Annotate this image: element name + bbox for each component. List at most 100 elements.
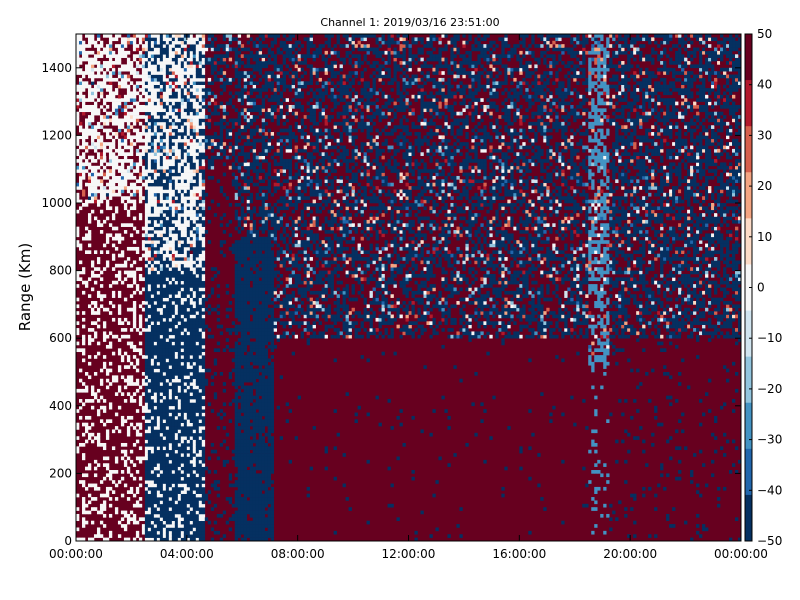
heatmap-cell	[144, 226, 149, 231]
heatmap-cell	[192, 34, 197, 38]
heatmap-cell	[180, 203, 185, 207]
heatmap-cell	[204, 135, 209, 140]
heatmap-cell	[90, 142, 95, 146]
heatmap-cell	[150, 422, 155, 427]
heatmap-cell	[99, 405, 104, 410]
heatmap-cell	[144, 64, 149, 69]
heatmap-cell	[165, 253, 170, 258]
heatmap-cell	[123, 98, 128, 102]
heatmap-cell	[186, 493, 191, 498]
heatmap-cell	[156, 142, 161, 146]
heatmap-cell	[153, 270, 158, 275]
heatmap-cell	[159, 429, 164, 434]
heatmap-cell	[135, 169, 140, 173]
heatmap-cell	[147, 459, 152, 464]
heatmap-cell	[144, 338, 149, 342]
heatmap-cell	[159, 169, 164, 173]
heatmap-cell	[111, 94, 116, 99]
heatmap-cell	[177, 186, 182, 190]
heatmap-cell	[108, 189, 113, 194]
heatmap-cell	[192, 57, 197, 62]
heatmap-cell	[76, 101, 80, 106]
heatmap-cell	[147, 317, 152, 322]
heatmap-cell	[168, 145, 173, 150]
heatmap-cell	[192, 439, 197, 444]
heatmap-cell	[144, 422, 149, 427]
heatmap-cell	[237, 253, 242, 258]
heatmap-cell	[237, 111, 242, 116]
heatmap-cell	[195, 378, 200, 383]
heatmap-cell	[153, 470, 158, 474]
heatmap-cell	[135, 148, 140, 153]
heatmap-cell	[177, 311, 182, 315]
heatmap-cell	[108, 331, 113, 336]
heatmap-cell	[162, 510, 167, 515]
heatmap-cell	[111, 189, 116, 194]
heatmap-cell	[150, 510, 155, 515]
heatmap-cell	[132, 513, 137, 518]
heatmap-cell	[144, 301, 149, 305]
heatmap-cell	[201, 409, 206, 413]
heatmap-cell	[177, 348, 182, 353]
heatmap-cell	[174, 236, 179, 241]
heatmap-cell	[174, 172, 179, 177]
heatmap-cell	[132, 37, 137, 42]
heatmap-cell	[150, 263, 155, 268]
heatmap-cell	[207, 162, 212, 167]
heatmap-cell	[237, 378, 242, 383]
heatmap-cell	[87, 213, 92, 217]
heatmap-cell	[210, 277, 215, 282]
heatmap-cell	[156, 476, 161, 481]
heatmap-cell	[177, 456, 182, 461]
heatmap-cell	[102, 513, 107, 518]
heatmap-cell	[171, 61, 176, 65]
heatmap-cell	[177, 159, 182, 163]
heatmap-cell	[162, 344, 167, 349]
heatmap-cell	[237, 81, 242, 85]
heatmap-cell	[129, 486, 134, 491]
heatmap-cell	[189, 331, 194, 336]
heatmap-cell	[79, 61, 83, 65]
heatmap-cell	[144, 186, 149, 190]
heatmap-cell	[165, 375, 170, 380]
heatmap-cell	[87, 84, 92, 89]
heatmap-cell	[186, 517, 191, 522]
heatmap-cell	[162, 500, 167, 505]
heatmap-cell	[201, 246, 206, 251]
heatmap-cell	[195, 344, 200, 349]
heatmap-cell	[165, 94, 170, 99]
heatmap-cell	[144, 47, 149, 52]
heatmap-cell	[150, 405, 155, 410]
heatmap-cell	[111, 108, 116, 113]
heatmap-cell	[138, 196, 143, 200]
heatmap-cell	[183, 230, 188, 234]
heatmap-cell	[198, 61, 203, 65]
heatmap-cell	[177, 500, 182, 505]
heatmap-cell	[105, 307, 110, 312]
heatmap-cell	[153, 405, 158, 410]
heatmap-cell	[120, 47, 125, 52]
heatmap-cell	[165, 91, 170, 96]
heatmap-cell	[105, 175, 110, 180]
heatmap-cell	[156, 108, 161, 113]
heatmap-cell	[231, 517, 236, 522]
heatmap-cell	[165, 199, 170, 204]
heatmap-cell	[198, 453, 203, 457]
heatmap-cell	[183, 510, 188, 515]
heatmap-cell	[168, 115, 173, 119]
heatmap-cell	[183, 101, 188, 106]
heatmap-cell	[153, 125, 158, 129]
heatmap-cell	[114, 375, 119, 380]
heatmap-cell	[162, 57, 167, 62]
heatmap-cell	[129, 182, 134, 187]
heatmap-cell	[198, 426, 203, 430]
heatmap-cell	[150, 71, 155, 75]
heatmap-cell	[90, 497, 95, 501]
heatmap-cell	[168, 108, 173, 113]
heatmap-cell	[171, 375, 176, 380]
heatmap-cell	[159, 402, 164, 407]
heatmap-cell	[177, 165, 182, 170]
heatmap-cell	[168, 510, 173, 515]
heatmap-cell	[177, 513, 182, 518]
heatmap-cell	[153, 199, 158, 204]
